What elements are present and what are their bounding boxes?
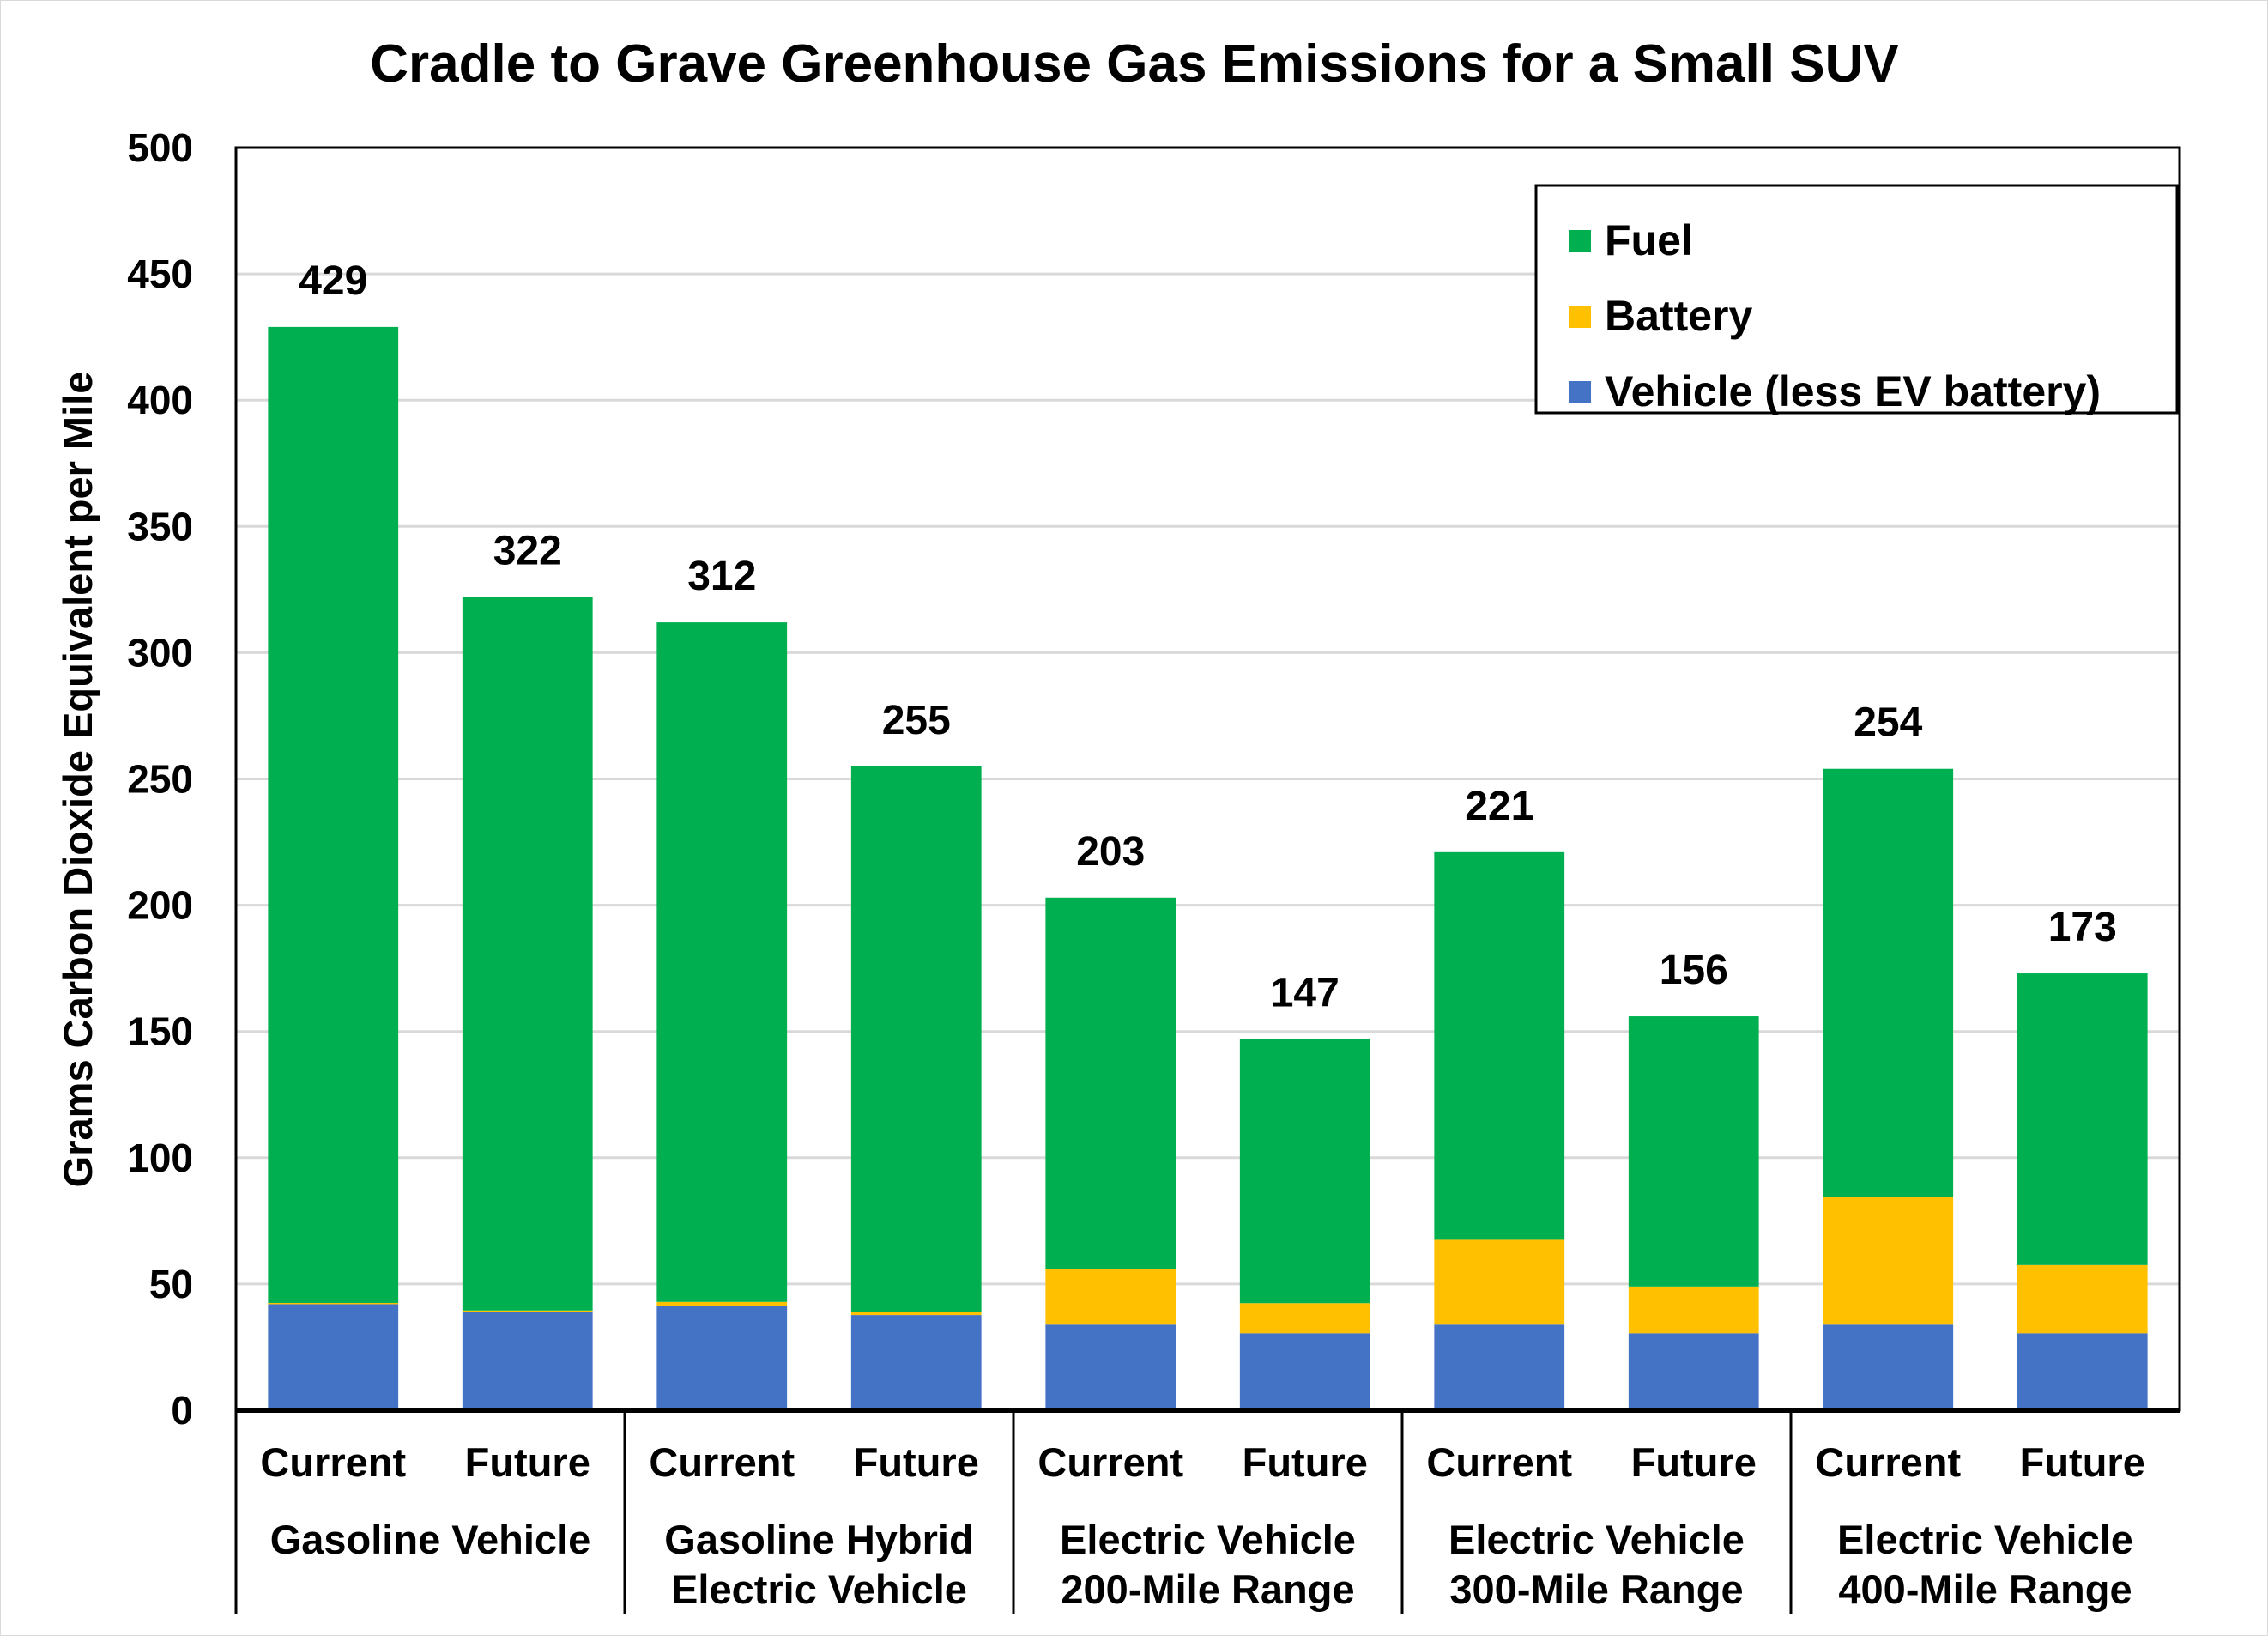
- bar-segment-battery: [462, 1310, 593, 1312]
- data-label-total: 156: [1660, 948, 1728, 993]
- legend-swatch: [1569, 306, 1591, 328]
- bar-segment-vehicle-less-ev-battery-: [1434, 1324, 1565, 1410]
- chart-title: Cradle to Grave Greenhouse Gas Emissions…: [370, 34, 1898, 94]
- data-label-total: 221: [1465, 784, 1533, 829]
- data-label-total: 255: [882, 698, 951, 743]
- bar-segment-fuel: [656, 622, 788, 1302]
- x-tick-label: Current: [260, 1439, 406, 1485]
- bar-segment-vehicle-less-ev-battery-: [1239, 1333, 1370, 1410]
- legend-label: Fuel: [1605, 216, 1693, 264]
- group-label: 200-Mile Range: [1061, 1566, 1354, 1612]
- bar-segment-fuel: [1823, 768, 1954, 1197]
- bar-segment-fuel: [268, 326, 399, 1303]
- bar-segment-fuel: [1045, 897, 1176, 1269]
- x-tick-label: Future: [465, 1439, 590, 1485]
- x-tick-label: Future: [2020, 1439, 2145, 1485]
- bar-segment-battery: [1628, 1286, 1759, 1334]
- y-tick-label: 0: [171, 1388, 193, 1433]
- bar-segment-battery: [1045, 1269, 1176, 1325]
- bar-segment-fuel: [2017, 973, 2148, 1265]
- y-tick-label: 350: [127, 504, 193, 548]
- bar-segment-fuel: [1434, 851, 1565, 1240]
- legend-label: Vehicle (less EV battery): [1605, 367, 2101, 415]
- y-tick-label: 400: [127, 378, 193, 422]
- x-tick-label: Current: [649, 1439, 795, 1485]
- x-axis-labels: Current Future Current Future Current Future C…: [234, 1408, 2180, 1614]
- bar-segment-battery: [850, 1312, 982, 1316]
- legend-box: [1534, 184, 2179, 415]
- data-label-total: 203: [1076, 829, 1145, 875]
- bar-segment-vehicle-less-ev-battery-: [462, 1312, 593, 1410]
- y-axis-label: Grams Carbon Dioxide Equivalent per Mile: [55, 372, 100, 1188]
- legend-swatch: [1569, 381, 1591, 403]
- x-tick-label: Current: [1815, 1439, 1961, 1485]
- bar-segment-battery: [1823, 1197, 1954, 1325]
- bar-segment-battery: [1434, 1239, 1565, 1325]
- group-label: Gasoline Hybrid: [664, 1517, 973, 1562]
- x-tick-label: Current: [1426, 1439, 1572, 1485]
- bar-segment-fuel: [1239, 1039, 1370, 1304]
- y-tick-label: 500: [127, 125, 193, 170]
- legend: Fuel Battery Vehicle (less EV battery): [1534, 184, 2179, 415]
- bar-segment-vehicle-less-ev-battery-: [850, 1315, 982, 1410]
- group-label: Electric Vehicle: [1060, 1517, 1356, 1562]
- data-label-total: 254: [1854, 700, 1922, 746]
- bar-segment-vehicle-less-ev-battery-: [656, 1306, 788, 1410]
- y-tick-label: 450: [127, 251, 193, 296]
- legend-swatch: [1569, 230, 1591, 252]
- bar-segment-fuel: [462, 597, 593, 1311]
- data-label-total: 173: [2048, 905, 2117, 950]
- bar-segment-battery: [268, 1302, 399, 1305]
- bar-segment-battery: [1239, 1303, 1370, 1334]
- x-tick-label: Future: [1243, 1439, 1368, 1485]
- data-label-total: 147: [1271, 971, 1340, 1016]
- group-label: Electric Vehicle: [1448, 1517, 1745, 1562]
- y-tick-label: 300: [127, 630, 193, 675]
- group-label: 300-Mile Range: [1449, 1566, 1743, 1612]
- y-tick-label: 100: [127, 1136, 193, 1180]
- bar-segment-vehicle-less-ev-battery-: [268, 1304, 399, 1410]
- bar-segment-vehicle-less-ev-battery-: [2017, 1333, 2148, 1410]
- bar-segment-fuel: [1628, 1016, 1759, 1287]
- bar-segment-battery: [656, 1301, 788, 1306]
- legend-label: Battery: [1605, 292, 1752, 340]
- x-tick-label: Future: [854, 1439, 979, 1485]
- x-tick-label: Future: [1631, 1439, 1757, 1485]
- group-label: 400-Mile Range: [1838, 1566, 2132, 1612]
- y-tick-label: 50: [149, 1262, 193, 1306]
- data-label-total: 429: [299, 258, 367, 304]
- y-tick-label: 150: [127, 1009, 193, 1054]
- bars: 429 322 312 255 203 147 221 156 254 173: [268, 258, 2148, 1410]
- group-label: Electric Vehicle: [1837, 1517, 2133, 1562]
- y-tick-label: 250: [127, 757, 193, 802]
- y-tick-label: 200: [127, 883, 193, 928]
- bar-segment-vehicle-less-ev-battery-: [1045, 1324, 1176, 1410]
- bar-segment-vehicle-less-ev-battery-: [1823, 1324, 1954, 1410]
- bar-segment-vehicle-less-ev-battery-: [1628, 1333, 1759, 1410]
- x-tick-label: Current: [1037, 1439, 1183, 1485]
- y-tick-labels: 0 50 100 150 200 250 300 350 400 450 500: [127, 125, 193, 1433]
- bar-segment-fuel: [850, 766, 982, 1312]
- bar-segment-battery: [2017, 1264, 2148, 1334]
- data-label-total: 322: [493, 529, 562, 574]
- group-label: Electric Vehicle: [671, 1566, 967, 1612]
- data-label-total: 312: [687, 554, 756, 599]
- group-label: Gasoline Vehicle: [270, 1517, 591, 1562]
